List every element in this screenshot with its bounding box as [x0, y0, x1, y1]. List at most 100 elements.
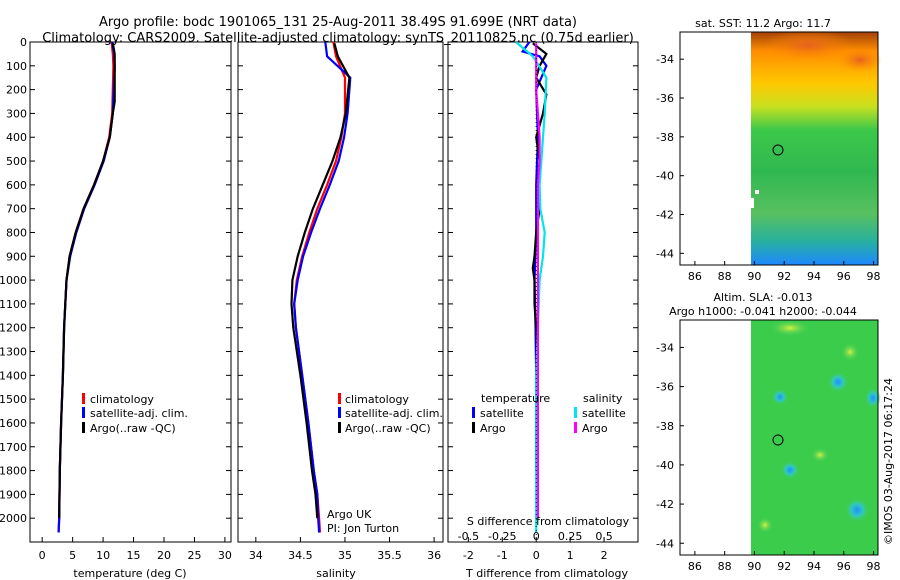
- legend-label-satellite: satellite-adj. clim.: [345, 407, 443, 420]
- salinity-y-tickmarks: [238, 41, 443, 519]
- sla-high-patch: [841, 343, 859, 361]
- sst-map-panel: sat. SST: 11.2 Argo: 11.7 86 88 90 92 94 96 98…: [656, 17, 882, 283]
- y-tick-label: 800: [6, 226, 27, 239]
- x-tick-label: 35.5: [377, 549, 402, 562]
- temperature-axes-frame: [29, 41, 232, 543]
- legend-label-climatology: climatology: [345, 393, 409, 406]
- series-line-salinity-argo: [535, 43, 541, 519]
- sla-map-panel: Altim. SLA: -0.013 Argo h1000: -0.041 h2…: [656, 291, 881, 573]
- sla-low-patch: [772, 389, 788, 405]
- lat-tick-label: -40: [656, 459, 674, 472]
- sst-argo-location-marker: [772, 144, 784, 156]
- salinity-lines: [290, 42, 352, 533]
- x-tick-label: 10: [96, 549, 110, 562]
- legend-label-argo: Argo(..raw -QC): [345, 422, 431, 435]
- y-tick-label: 100: [6, 60, 27, 73]
- y-tick-label: 1400: [0, 369, 27, 382]
- salinity-panel: 34 34.5 35 35.5 36 salinity climatology sate…: [237, 41, 444, 580]
- sla-low-patch: [845, 498, 869, 522]
- legend-label-sal-argo: Argo: [582, 422, 608, 435]
- s-difference-tick-label: -0.5: [458, 530, 479, 543]
- lat-tick-label: -40: [656, 170, 674, 183]
- legend-swatch-climatology: [338, 393, 341, 404]
- y-tick-label: 1500: [0, 393, 27, 406]
- s-difference-xlabel: S difference from climatology: [467, 515, 630, 528]
- float-operator-label: Argo UK: [327, 508, 372, 521]
- series-line-satellite-adj-clim-: [293, 42, 352, 533]
- lon-tick-label: 98: [867, 560, 881, 573]
- x-tick-label: 20: [157, 549, 171, 562]
- y-tick-label: 1900: [0, 488, 27, 501]
- x-tick-label: -2: [463, 549, 474, 562]
- legend-swatch-sal-argo: [574, 422, 577, 433]
- y-tick-label: 900: [6, 250, 27, 263]
- legend-label-argo: Argo(..raw -QC): [90, 422, 176, 435]
- x-tick-label: -1: [497, 549, 508, 562]
- header-line1: Argo profile: bodc 1901065_131 25-Aug-20…: [99, 15, 577, 30]
- sla-low-patch: [828, 372, 848, 392]
- y-tick-label: 200: [6, 84, 27, 97]
- y-tick-label: 1300: [0, 346, 27, 359]
- difference-lines: [515, 42, 548, 542]
- series-line-argo-raw-qc-: [58, 43, 116, 519]
- legend-swatch-satellite: [82, 407, 85, 418]
- lon-tick-label: 86: [688, 270, 702, 283]
- legend-label-temp-satellite: satellite: [480, 407, 524, 420]
- s-difference-ticks: -0.5 -0.25 0 0.25 0.5: [458, 530, 613, 543]
- salinity-legend: climatology satellite-adj. clim. Argo(..…: [338, 393, 443, 435]
- x-tick-label: 0: [39, 549, 46, 562]
- lat-tick-label: -34: [656, 53, 674, 66]
- lon-tick-label: 90: [747, 270, 761, 283]
- sst-map-frame: [679, 31, 879, 266]
- lon-tick-label: 90: [747, 560, 761, 573]
- x-tick-label: 1: [567, 549, 574, 562]
- s-difference-tick-label: -0.25: [488, 530, 516, 543]
- y-tick-label: 400: [6, 131, 27, 144]
- temperature-legend: climatology satellite-adj. clim. Argo(..…: [82, 393, 188, 435]
- sla-map-subtitle: Argo h1000: -0.041 h2000: -0.044: [669, 305, 857, 318]
- pi-label: PI: Jon Turton: [327, 522, 399, 535]
- x-tick-label: 35: [338, 549, 352, 562]
- y-tick-label: 1700: [0, 441, 27, 454]
- lon-tick-label: 98: [867, 270, 881, 283]
- sst-map-ticks: 86 88 90 92 94 96 98 -34 -36 -38 -40 -42 -44: [656, 53, 881, 283]
- legend-label-sal-satellite: satellite: [582, 407, 626, 420]
- difference-panel: -2 -1 0 1 2 T difference from climatology S …: [447, 41, 639, 580]
- lon-tick-label: 94: [807, 560, 821, 573]
- y-tick-label: 2000: [0, 512, 27, 525]
- y-tick-label: 600: [6, 179, 27, 192]
- salinity-xlabel: salinity: [316, 567, 356, 580]
- difference-axes-frame: [447, 41, 639, 543]
- lat-tick-label: -44: [656, 537, 674, 550]
- x-tick-label: 25: [187, 549, 201, 562]
- sla-map-title: Altim. SLA: -0.013: [713, 291, 812, 304]
- x-tick-label: 5: [69, 549, 76, 562]
- s-difference-tick-label: 0: [533, 530, 540, 543]
- sla-no-data-area: [680, 320, 751, 555]
- y-tick-label: 1100: [0, 298, 27, 311]
- y-tick-label: 500: [6, 155, 27, 168]
- lat-tick-label: -34: [656, 341, 674, 354]
- salinity-x-ticks: 34 34.5 35 35.5 36: [249, 537, 441, 562]
- difference-y-tickmarks: [448, 41, 638, 519]
- legend-swatch-argo: [82, 422, 85, 433]
- difference-x-ticks: -2 -1 0 1 2: [463, 537, 608, 562]
- y-tick-label: 1200: [0, 322, 27, 335]
- x-tick-label: 34: [249, 549, 263, 562]
- sla-map-frame: [679, 319, 879, 556]
- series-line-climatology: [293, 42, 347, 533]
- legend-title-salinity: salinity: [583, 392, 623, 405]
- legend-label-climatology: climatology: [90, 393, 154, 406]
- series-line-argo-raw-qc-: [290, 42, 351, 519]
- lat-tick-label: -36: [656, 92, 674, 105]
- t-difference-xlabel: T difference from climatology: [465, 567, 628, 580]
- sst-map-title: sat. SST: 11.2 Argo: 11.7: [695, 17, 831, 30]
- lon-tick-label: 94: [807, 270, 821, 283]
- lat-tick-label: -38: [656, 131, 674, 144]
- depth-ticks: 0 100 200 300 400 500 600 700 800 900 1000 1100 1200…: [0, 36, 231, 525]
- sla-low-patch: [865, 388, 881, 408]
- x-tick-label: 0: [533, 549, 540, 562]
- lat-tick-label: -44: [656, 247, 674, 260]
- lon-tick-label: 92: [777, 560, 791, 573]
